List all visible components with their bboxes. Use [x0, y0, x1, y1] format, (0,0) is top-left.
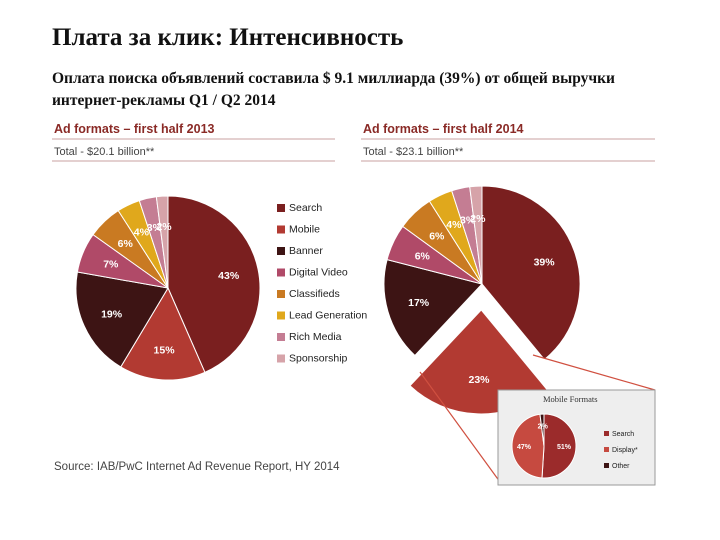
legend-swatch-search [277, 204, 285, 212]
pie-2013-label-rich-media: 3% [147, 222, 163, 234]
pie-2014-label-search: 39% [534, 256, 556, 268]
legend-swatch-sponsorship [277, 354, 285, 363]
legend-2013: Search Mobile Banner Digital Video Classifie… [277, 202, 367, 365]
mobile-pie-slice-other [539, 413, 545, 447]
mobile-legend-swatch-display [604, 447, 609, 452]
legend-swatch-lead-generation [277, 311, 285, 320]
pie-2013-slice-mobile [120, 286, 206, 381]
pie-2014-label-rich-media: 3% [460, 214, 476, 226]
connector-line-lower [419, 371, 501, 483]
pie-2013-label-banner: 19% [101, 308, 123, 320]
mobile-callout-connectors [419, 354, 656, 483]
pie-2013-label-mobile: 15% [154, 345, 176, 357]
slide-title: Плата за клик: Интенсивность [52, 24, 404, 51]
pie-2014-label-classifieds: 6% [429, 231, 445, 243]
pie-mobile-formats: 51% 47% 2% [511, 413, 577, 479]
legend-label-classifieds: Classifieds [289, 288, 340, 300]
slide-subtitle: Оплата поиска объявлений составила $ 9.1… [52, 70, 615, 109]
mobile-legend-swatch-search [604, 431, 609, 436]
legend-label-rich-media: Rich Media [289, 331, 342, 343]
mobile-legend-label-search: Search [612, 431, 634, 438]
mobile-formats-title: Mobile Formats [543, 394, 598, 404]
pie-2013-slice-sponsorship [155, 195, 169, 289]
legend-label-mobile: Mobile [289, 224, 320, 236]
pie-2014-slice-sponsorship [469, 185, 483, 285]
pie-2014-label-digital-video: 6% [415, 251, 431, 263]
legend-label-digital-video: Digital Video [289, 267, 348, 279]
legend-label-lead-generation: Lead Generation [289, 310, 367, 322]
legend-swatch-digital-video [277, 268, 285, 277]
mobile-pie-slice-search [541, 413, 577, 479]
legend-label-search: Search [289, 202, 322, 214]
legend-swatch-banner [277, 247, 285, 255]
pie-2014: 39%23%17%6%6%4%3%2% [383, 185, 581, 415]
pie-2-title: Ad formats – first half 2014 [363, 122, 524, 136]
pie-1-title: Ad formats – first half 2013 [54, 122, 215, 136]
pie-2013: 43% 15% 19% 7% 6%4%3%2% [75, 195, 261, 381]
pie-2013-label-sponsorship: 2% [156, 221, 172, 233]
mobile-legend-label-display: Display* [612, 447, 638, 454]
pie-2014-label-lead-generation: 4% [446, 219, 462, 231]
legend-swatch-mobile [277, 225, 285, 234]
pie-2013-label-lead-generation: 4% [134, 227, 150, 239]
pie-2013-label-search: 43% [218, 270, 240, 282]
mobile-legend-label-other: Other [612, 463, 630, 470]
mobile-pie-slice-display [511, 413, 545, 479]
legend-label-sponsorship: Sponsorship [289, 353, 348, 365]
legend-label-banner: Banner [289, 245, 323, 257]
legend-mobile-formats: Search Display* Other [604, 431, 638, 470]
pie-1-total: Total - $20.1 billion** [54, 146, 155, 158]
pie-2014-label-sponsorship: 2% [470, 213, 486, 225]
mobile-pie-label-search: 51% [557, 444, 572, 451]
mobile-pie-label-other: 2% [538, 423, 549, 430]
pie-2-total: Total - $23.1 billion** [363, 146, 464, 158]
pie-2014-label-mobile: 23% [468, 374, 490, 386]
pie-2013-label-digital-video: 7% [103, 259, 119, 271]
pie-2013-label-classifieds: 6% [118, 238, 134, 250]
legend-swatch-rich-media [277, 333, 285, 341]
pie-2014-label-banner: 17% [408, 297, 430, 309]
legend-swatch-classifieds [277, 290, 285, 298]
pie-2013-slice-banner [75, 271, 169, 368]
mobile-legend-swatch-other [604, 463, 609, 468]
pie-2014-slice-search [481, 185, 581, 361]
pie-2014-slice-banner [383, 259, 483, 357]
pie-2013-slice-search [167, 195, 261, 373]
mobile-pie-label-display: 47% [517, 444, 532, 451]
connector-line-upper [532, 354, 656, 391]
source-note: Source: IAB/PwC Internet Ad Revenue Repo… [54, 461, 340, 473]
